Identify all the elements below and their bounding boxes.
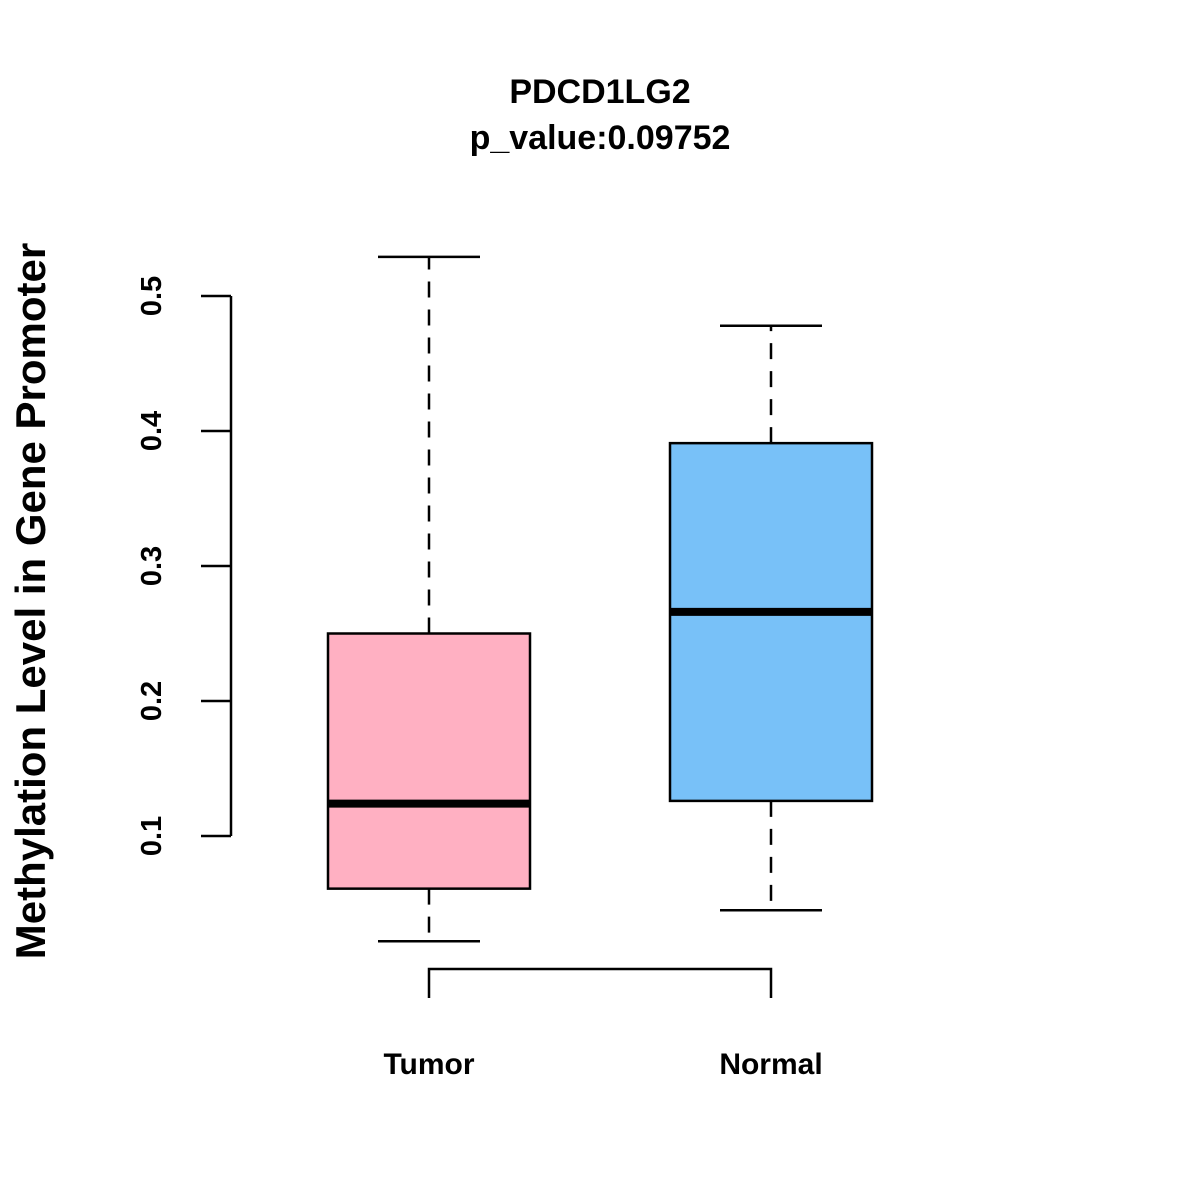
comparison-bracket	[427, 967, 773, 998]
y-tick-label: 0.4	[136, 411, 168, 451]
chart-subtitle: p_value:0.09752	[469, 119, 731, 157]
y-axis: 0.1 0.2 0.3 0.4 0.5	[136, 276, 233, 856]
y-tick-label: 0.5	[136, 276, 168, 316]
y-axis-label: Methylation Level in Gene Promoter	[7, 243, 54, 959]
y-tick-label: 0.2	[136, 681, 168, 721]
box-iqr	[668, 441, 874, 803]
box-normal	[668, 324, 874, 912]
box-group	[326, 255, 874, 943]
y-tick-label: 0.1	[136, 816, 168, 856]
x-tick-label: Normal	[719, 1048, 822, 1081]
x-axis-labels: Tumor Normal	[383, 1048, 822, 1081]
bracket-line	[427, 967, 773, 998]
box-tumor	[326, 255, 532, 943]
y-tick-label: 0.3	[136, 546, 168, 586]
box-iqr	[326, 632, 532, 890]
x-tick-label: Tumor	[383, 1048, 474, 1081]
chart-title: PDCD1LG2	[509, 73, 691, 111]
